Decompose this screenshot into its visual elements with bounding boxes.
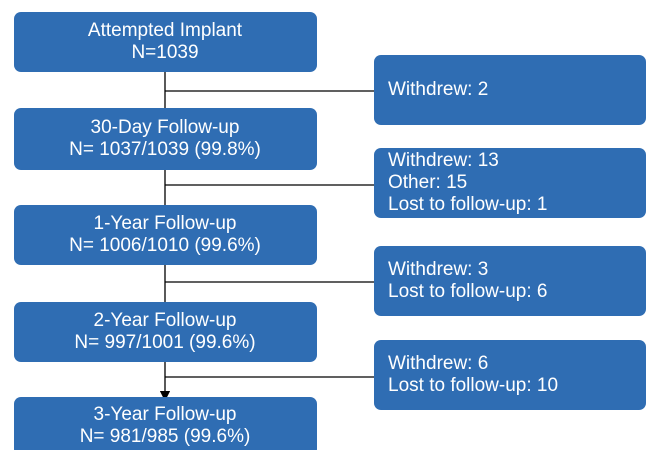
exclusion-box [374,148,646,218]
exclusion-box [374,55,646,125]
step-box [14,108,317,170]
exclusion-box [374,246,646,316]
exclusion-box [374,340,646,410]
step-box [14,302,317,362]
step-text: 1-Year Follow-up [94,213,237,234]
step-text: N= 997/1001 (99.6%) [74,332,255,353]
exclusion-text: Lost to follow-up: 1 [388,194,547,215]
exclusion-text: Withdrew: 6 [388,353,488,374]
step-box [14,397,317,450]
step-text: N= 1006/1010 (99.6%) [69,235,261,256]
exclusion-text: Other: 15 [388,172,467,193]
step-text: N= 981/985 (99.6%) [80,426,251,447]
step-text: 3-Year Follow-up [94,404,237,425]
exclusion-text: Lost to follow-up: 10 [388,375,558,396]
exclusion-text: Withdrew: 13 [388,150,499,171]
step-text: 2-Year Follow-up [94,310,237,331]
step-text: N=1039 [131,42,198,63]
exclusion-text: Lost to follow-up: 6 [388,281,547,302]
step-box [14,12,317,72]
step-text: N= 1037/1039 (99.8%) [69,139,261,160]
step-box [14,205,317,265]
step-text: Attempted Implant [88,20,243,41]
exclusion-text: Withdrew: 2 [388,79,488,100]
exclusion-text: Withdrew: 3 [388,259,488,280]
step-text: 30-Day Follow-up [91,117,240,138]
